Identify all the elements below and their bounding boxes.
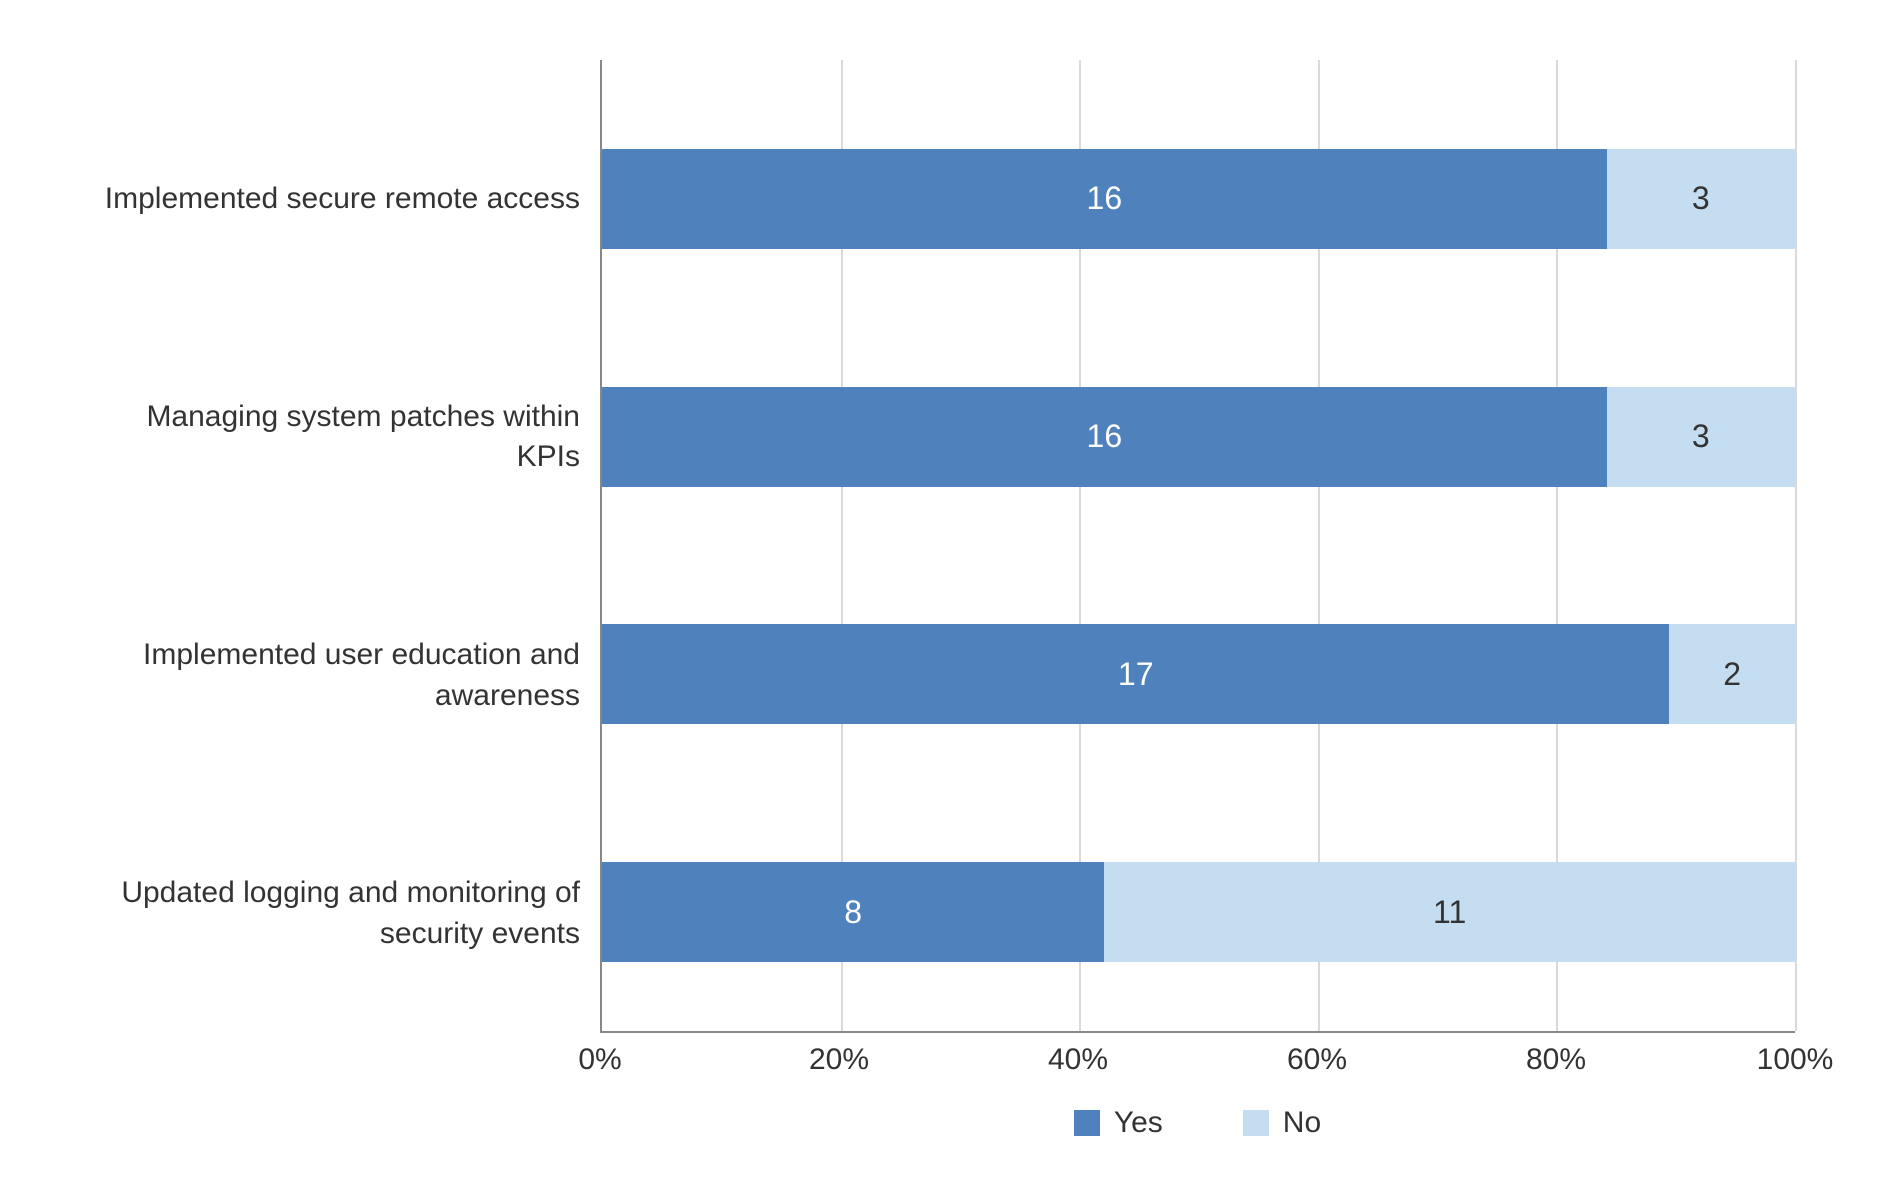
legend-swatch-no xyxy=(1243,1110,1269,1136)
legend: Yes No xyxy=(600,1093,1795,1153)
x-axis: 0%20%40%60%80%100% xyxy=(600,1033,1795,1093)
y-label-slot: Updated logging and monitoring of securi… xyxy=(60,795,600,1033)
x-tick-label: 60% xyxy=(1287,1043,1347,1077)
bar-stack: 172 xyxy=(602,624,1795,724)
x-tick-label: 20% xyxy=(809,1043,869,1077)
bar-row: 172 xyxy=(602,556,1795,794)
bar-row: 163 xyxy=(602,80,1795,318)
bar-stack: 163 xyxy=(602,149,1795,249)
legend-label-yes: Yes xyxy=(1114,1106,1163,1140)
legend-swatch-yes xyxy=(1074,1110,1100,1136)
legend-label-no: No xyxy=(1283,1106,1321,1140)
bar-segment-no: 3 xyxy=(1607,387,1795,487)
bar-row: 811 xyxy=(602,793,1795,1031)
plot-area: 163163172811 xyxy=(600,60,1795,1033)
bar-segment-yes: 17 xyxy=(602,624,1669,724)
x-tick-label: 40% xyxy=(1048,1043,1108,1077)
bar-segment-no: 11 xyxy=(1104,862,1795,962)
legend-item-yes: Yes xyxy=(1074,1106,1163,1140)
y-label-slot: Managing system patches within KPIs xyxy=(60,318,600,556)
stacked-bar-chart: Implemented secure remote access Managing… xyxy=(0,0,1895,1193)
x-tick-label: 100% xyxy=(1757,1043,1834,1077)
category-label: Updated logging and monitoring of securi… xyxy=(80,873,580,954)
bar-segment-yes: 16 xyxy=(602,149,1607,249)
bar-segment-yes: 8 xyxy=(602,862,1104,962)
y-label-slot: Implemented secure remote access xyxy=(60,80,600,318)
bar-segment-yes: 16 xyxy=(602,387,1607,487)
category-label: Implemented user education and awareness xyxy=(80,635,580,716)
bar-segment-no: 2 xyxy=(1669,624,1795,724)
bar-segment-no: 3 xyxy=(1607,149,1795,249)
x-tick-label: 80% xyxy=(1526,1043,1586,1077)
y-axis-labels: Implemented secure remote access Managing… xyxy=(60,60,600,1033)
y-label-slot: Implemented user education and awareness xyxy=(60,557,600,795)
bar-row: 163 xyxy=(602,318,1795,556)
legend-item-no: No xyxy=(1243,1106,1321,1140)
plot-wrapper: Implemented secure remote access Managing… xyxy=(60,60,1795,1033)
category-label: Implemented secure remote access xyxy=(105,179,580,220)
bar-stack: 163 xyxy=(602,387,1795,487)
bar-stack: 811 xyxy=(602,862,1795,962)
x-tick-label: 0% xyxy=(578,1043,621,1077)
x-axis-wrapper: 0%20%40%60%80%100% xyxy=(60,1033,1795,1093)
gridline xyxy=(1795,60,1797,1031)
legend-wrapper: Yes No xyxy=(60,1093,1795,1153)
category-label: Managing system patches within KPIs xyxy=(80,397,580,478)
